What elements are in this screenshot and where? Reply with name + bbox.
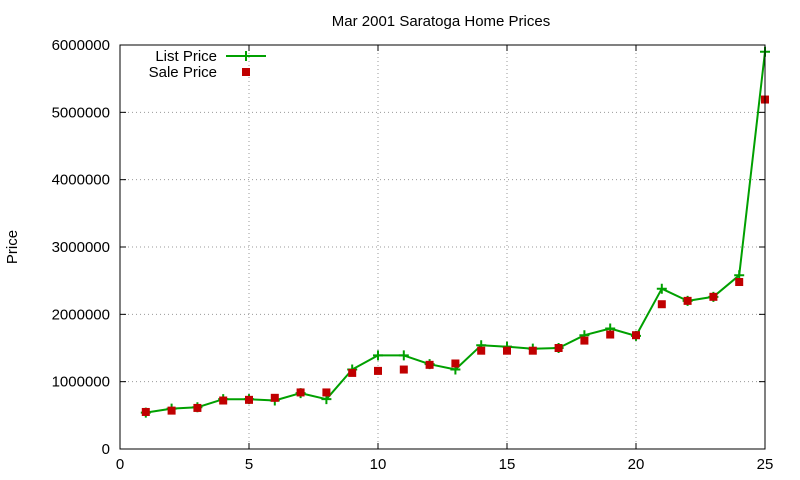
y-tick-label: 4000000: [52, 172, 110, 189]
data-point-sale-price: [709, 292, 718, 301]
data-point-list-price: [373, 350, 383, 361]
data-point-sale-price: [245, 395, 253, 404]
y-tick-label: 3000000: [52, 239, 110, 256]
x-tick-label: 5: [245, 456, 253, 473]
tick-labels: 0 5 10 15 20 25 0 1000000 2000000 3000000 4000000 5…: [52, 37, 774, 473]
data-point-sale-price: [554, 344, 563, 352]
x-tick-label: 25: [757, 456, 774, 473]
chart-title: Mar 2001 Saratoga Home Prices: [332, 13, 550, 30]
y-tick-label: 5000000: [52, 104, 110, 121]
data-point-sale-price: [451, 359, 460, 368]
series-layer: [140, 46, 770, 418]
data-point-sale-price: [503, 346, 511, 355]
legend-label: Sale Price: [149, 64, 217, 81]
data-point-sale-price: [580, 336, 589, 345]
data-point-sale-price: [348, 368, 357, 377]
data-point-sale-price: [141, 407, 150, 416]
data-point-sale-price: [477, 346, 486, 355]
data-point-sale-price: [219, 396, 228, 405]
data-point-sale-price: [657, 300, 666, 309]
data-point-sale-price: [632, 331, 640, 340]
x-tick-label: 15: [499, 456, 516, 473]
legend-item-list-price: List Price: [155, 48, 266, 65]
data-point-sale-price: [296, 388, 305, 397]
data-point-list-price: [656, 283, 667, 294]
legend-item-sale-price: Sale Price: [149, 64, 250, 81]
data-point-sale-price: [683, 296, 692, 305]
x-tick-label: 20: [628, 456, 645, 473]
legend-label: List Price: [155, 48, 217, 65]
legend-marker-swatch: [242, 68, 250, 76]
legend-marker-swatch: [241, 51, 251, 61]
data-point-sale-price: [399, 365, 408, 374]
data-point-sale-price: [606, 330, 615, 339]
data-point-sale-price: [270, 393, 279, 402]
y-tick-label: 0: [102, 441, 110, 458]
y-tick-label: 2000000: [52, 306, 110, 323]
data-point-sale-price: [167, 406, 176, 415]
data-point-sale-price: [735, 278, 744, 287]
series-line-list-price: [145, 51, 766, 414]
data-point-sale-price: [425, 360, 434, 369]
x-tick-label: 0: [116, 456, 124, 473]
y-axis-label: Price: [4, 230, 21, 264]
y-tick-label: 6000000: [52, 37, 110, 54]
data-point-sale-price: [193, 403, 202, 412]
data-point-list-price: [398, 350, 409, 361]
data-point-sale-price: [528, 346, 537, 355]
series-sale-price: [141, 95, 769, 416]
x-tick-label: 10: [370, 456, 387, 473]
data-point-sale-price: [374, 366, 382, 375]
data-point-sale-price: [322, 388, 331, 397]
plot-frame: [119, 44, 766, 450]
grid-lines: [120, 45, 765, 449]
y-tick-label: 1000000: [52, 374, 110, 391]
